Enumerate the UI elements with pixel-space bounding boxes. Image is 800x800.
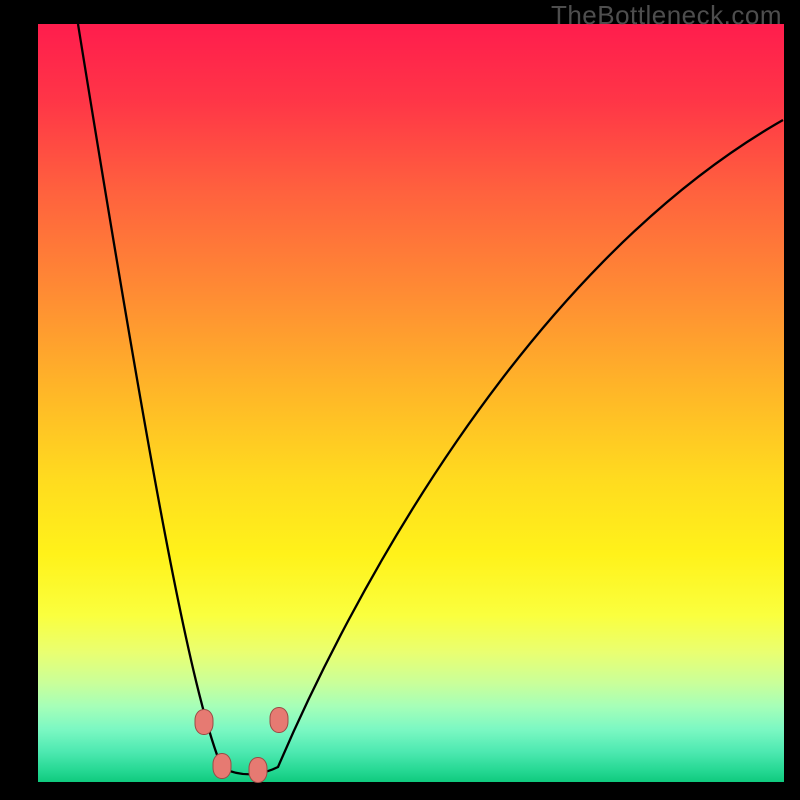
trough-marker [249, 757, 268, 783]
figure-root: TheBottleneck.com [0, 0, 800, 800]
trough-marker [270, 707, 289, 733]
trough-marker [213, 753, 232, 779]
watermark-text: TheBottleneck.com [551, 0, 782, 31]
trough-marker [195, 709, 214, 735]
plot-area [38, 24, 784, 782]
